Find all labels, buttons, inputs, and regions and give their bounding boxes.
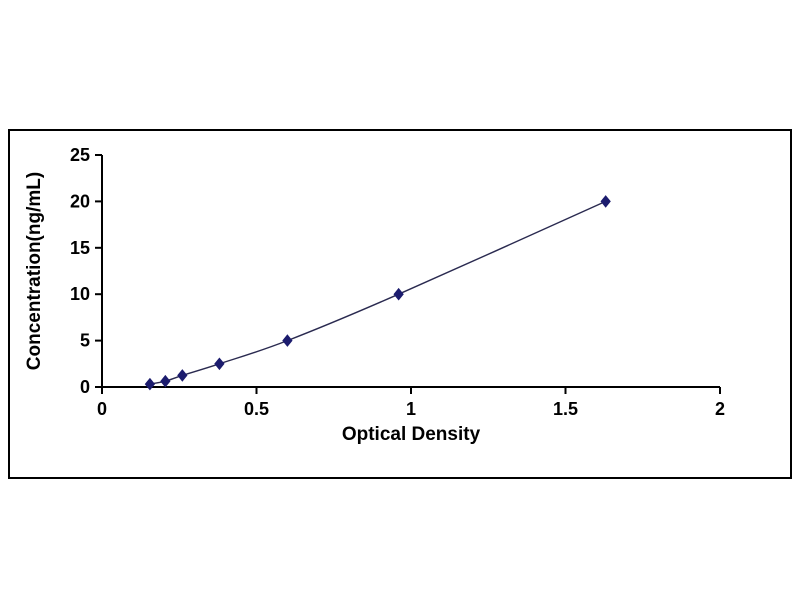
x-tick-label: 0 — [97, 399, 107, 419]
data-point-marker — [144, 377, 156, 391]
y-tick-label: 5 — [80, 331, 90, 351]
data-point-marker — [177, 369, 188, 382]
y-tick-label: 0 — [80, 377, 90, 397]
x-tick-label: 0.5 — [244, 399, 269, 419]
y-axis-label: Concentration(ng/mL) — [24, 172, 45, 370]
x-tick-label: 2 — [715, 399, 725, 419]
x-tick-label: 1 — [406, 399, 416, 419]
data-point-marker — [160, 374, 171, 388]
y-tick-label: 10 — [70, 284, 90, 304]
y-tick-label: 15 — [70, 238, 90, 258]
data-point-marker — [600, 195, 611, 208]
y-tick-label: 25 — [70, 145, 90, 165]
chart-panel: 0 0.5 1 1.5 2 0 5 10 15 20 25 Optical Density Conc… — [8, 129, 792, 479]
y-tick-label: 20 — [70, 191, 90, 211]
x-tick-label: 1.5 — [553, 399, 578, 419]
data-point-marker — [282, 334, 293, 347]
curve-line — [149, 200, 606, 385]
data-point-marker — [214, 357, 225, 371]
x-axis-label: Optical Density — [342, 424, 481, 445]
data-point-marker — [393, 287, 404, 301]
